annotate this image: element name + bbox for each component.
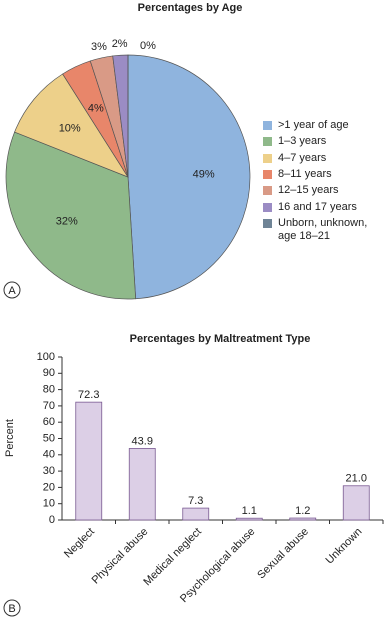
y-tick-label: 80	[43, 384, 55, 396]
bar	[75, 401, 103, 521]
slice-label: 4%	[88, 102, 104, 114]
slice-label: 32%	[56, 215, 78, 227]
value-label: 72.3	[78, 389, 99, 401]
pie-title: Percentages by Age	[138, 2, 243, 14]
panel-badge	[3, 599, 21, 617]
y-tick-label: 70	[43, 400, 55, 412]
pie-slice	[5, 131, 137, 300]
legend-swatch	[263, 202, 272, 212]
bar	[182, 507, 210, 521]
x-tick-label: Sexual abuse	[255, 526, 311, 582]
x-tick-label: Unknown	[324, 526, 365, 567]
legend-swatch	[263, 218, 272, 228]
legend-swatch	[263, 186, 272, 196]
pie-slice	[127, 54, 251, 300]
value-label: 7.3	[188, 495, 203, 507]
panel-label: A	[8, 285, 16, 297]
slice-label: 2%	[112, 38, 128, 50]
value-label: 21.0	[346, 473, 367, 485]
slice-label: 10%	[59, 123, 81, 135]
y-tick-label: 60	[43, 416, 55, 428]
legend-swatch	[263, 153, 272, 163]
legend-label: 16 and 17 years	[278, 200, 357, 213]
panel-badge	[3, 281, 21, 299]
legend-item: 1–3 years	[263, 135, 381, 148]
slice-label: 49%	[193, 169, 215, 181]
y-tick-label: 50	[43, 432, 55, 444]
y-tick-label: 90	[43, 367, 55, 379]
slice-label: 3%	[91, 41, 107, 53]
legend-item: 16 and 17 years	[263, 201, 381, 214]
legend-item: >1 year of age	[263, 119, 381, 132]
x-tick-label: Neglect	[62, 526, 97, 561]
y-tick-label: 20	[43, 481, 55, 493]
bar-title: Percentages by Maltreatment Type	[130, 333, 311, 345]
bar	[289, 517, 317, 521]
panel-label: B	[8, 603, 15, 615]
x-tick-label: Physical abuse	[90, 526, 151, 587]
y-axis-label: Percent	[4, 419, 16, 457]
legend-label: 1–3 years	[278, 135, 327, 148]
pie-slice	[14, 73, 129, 178]
bar	[342, 485, 370, 521]
value-label: 1.1	[242, 505, 257, 517]
bar	[128, 448, 156, 521]
value-label: 43.9	[132, 435, 153, 447]
legend-label: 4–7 years	[278, 151, 327, 164]
slice-label: 0%	[140, 40, 156, 52]
y-tick-label: 30	[43, 465, 55, 477]
legend-swatch	[263, 137, 272, 147]
legend-item: Unborn, unknown, age 18–21	[263, 217, 381, 243]
y-tick-label: 10	[43, 498, 55, 510]
y-tick-label: 40	[43, 449, 55, 461]
legend-label: 8–11 years	[278, 167, 332, 180]
legend-swatch	[263, 121, 272, 130]
y-tick-label: 100	[37, 351, 55, 363]
value-label: 1.2	[295, 505, 310, 517]
legend-label: Unborn, unknown, age 18–21	[278, 216, 368, 242]
y-tick-label: 0	[49, 514, 55, 526]
legend-swatch	[263, 169, 272, 179]
legend-item: 8–11 years	[263, 168, 381, 181]
legend-item: 4–7 years	[263, 152, 381, 165]
legend-item: 12–15 years	[263, 184, 381, 197]
bar	[235, 517, 263, 521]
legend-label: 12–15 years	[278, 184, 339, 197]
legend-label: >1 year of age	[278, 119, 349, 131]
